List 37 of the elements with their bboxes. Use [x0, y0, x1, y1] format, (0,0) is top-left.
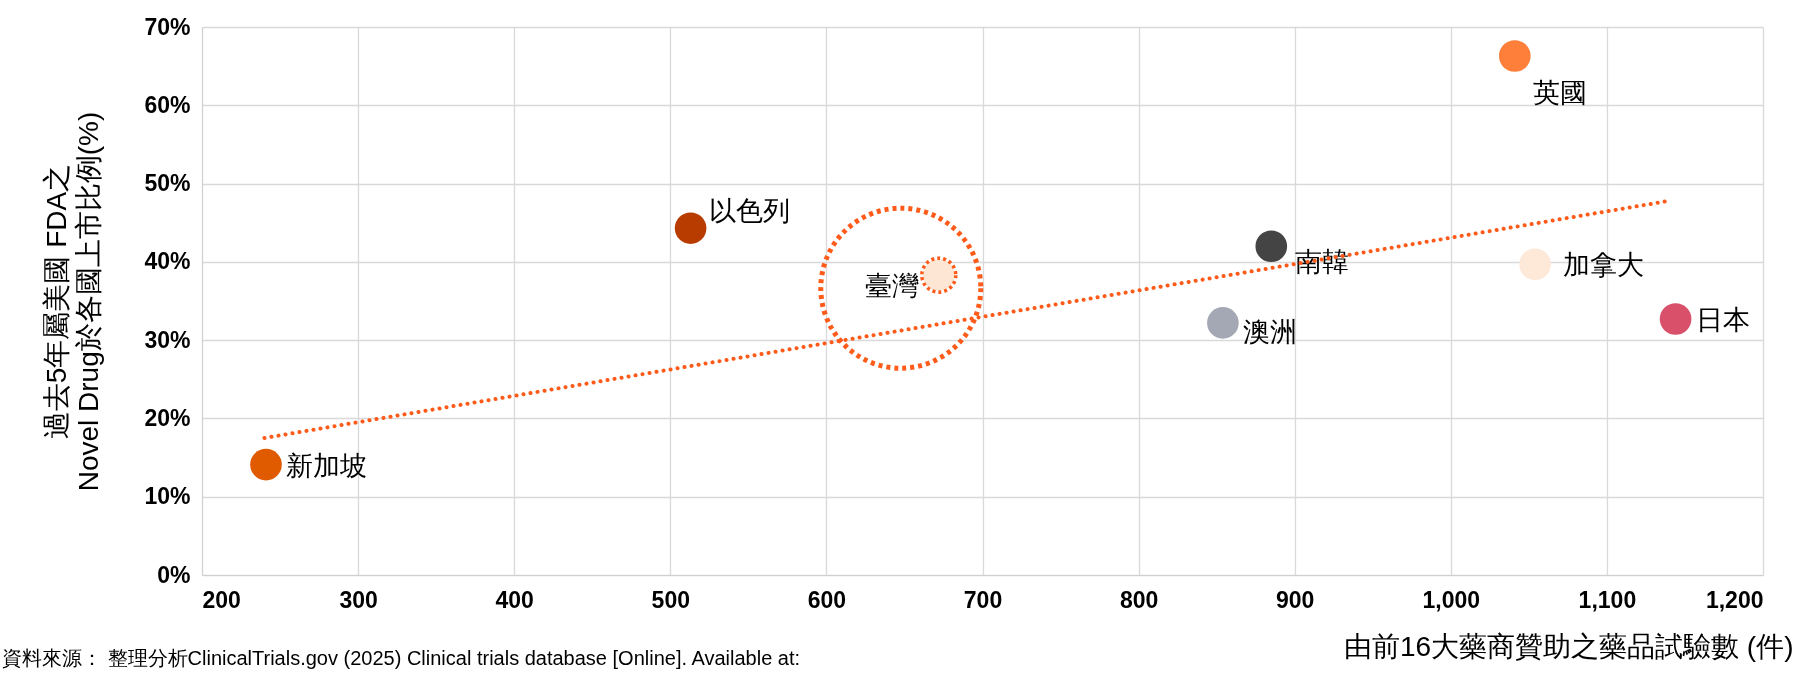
y-axis-title: 過去5年屬美國 FDA之 Novel Drug於各國上市比例(%)	[41, 111, 105, 492]
x-tick-label: 800	[1119, 586, 1159, 613]
y-tick-label: 60%	[144, 91, 191, 118]
series-label: 澳洲	[1242, 316, 1297, 347]
x-axis-title: 由前16大藥商贊助之藥品試驗數 (件)	[1343, 630, 1794, 662]
series-label: 新加坡	[286, 450, 367, 481]
x-tick-label: 1,100	[1578, 586, 1637, 613]
point	[1255, 230, 1288, 262]
x-tick-label: 900	[1276, 586, 1315, 613]
series-label: 英國	[1532, 77, 1587, 108]
x-tick-label: 700	[963, 586, 1003, 613]
x-tick-label: 1,000	[1422, 586, 1481, 613]
y-tick-label: 0%	[157, 561, 191, 588]
point	[674, 212, 707, 244]
x-tick-label: 500	[651, 586, 690, 613]
y-tick-label: 70%	[144, 13, 191, 40]
point	[1659, 303, 1692, 335]
point	[250, 448, 282, 481]
x-tick-label: 600	[807, 586, 847, 613]
series-label: 加拿大	[1563, 250, 1645, 281]
series-label: 以色列	[708, 196, 790, 227]
x-tick-label: 1,200	[1705, 586, 1764, 613]
x-tick-label: 400	[495, 586, 534, 613]
series-label: 南韓	[1295, 247, 1350, 278]
y-tick-label: 20%	[144, 404, 191, 431]
series-label: 日本	[1695, 305, 1750, 336]
point	[1519, 248, 1551, 280]
point	[1207, 307, 1239, 339]
series-label: 臺灣	[864, 271, 919, 302]
x-tick-label: 300	[339, 586, 378, 613]
y-tick-label: 50%	[144, 170, 191, 197]
y-tick-label: 30%	[144, 326, 191, 353]
x-tick-label: 200	[202, 586, 241, 613]
y-tick-label: 10%	[144, 483, 191, 510]
y-tick-label: 40%	[144, 248, 191, 275]
point	[1498, 40, 1531, 72]
source-note: 資料來源： 整理分析ClinicalTrials.gov (2025) Clinical trials database [Online]. Available at:	[2, 647, 801, 669]
